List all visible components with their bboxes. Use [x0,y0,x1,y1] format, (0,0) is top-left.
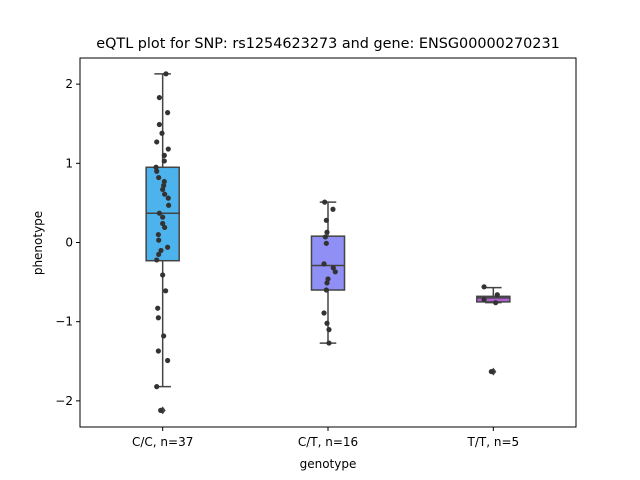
data-point [156,210,162,216]
data-point [481,296,487,303]
y-axis-label: phenotype [31,211,45,275]
data-point [156,237,162,243]
x-axis-label: genotype [300,457,357,471]
y-tick-label: −2 [55,394,73,408]
data-point [161,182,167,189]
data-point [154,257,160,263]
x-tick-label: T/T, n=5 [467,435,520,449]
data-point [158,247,164,254]
data-point [159,130,165,136]
box-group [145,71,180,415]
data-point [165,110,171,116]
data-point [326,327,332,333]
data-point [160,214,166,220]
data-point [324,229,330,235]
data-point [155,231,161,238]
data-point [161,333,167,339]
data-point [493,300,499,306]
data-point [162,224,168,231]
data-point [156,94,162,101]
data-point [323,217,329,223]
data-point [160,272,166,278]
data-point [161,158,167,164]
data-point [154,168,160,174]
box-group [476,284,511,376]
data-point [156,121,162,128]
y-tick-label: 0 [65,236,73,250]
data-point [488,368,494,375]
data-point [324,280,330,286]
data-point [322,234,328,240]
data-point [165,357,171,364]
y-axis: −2 −1 0 1 2 [55,77,80,408]
data-point [160,186,166,193]
data-point [166,202,172,208]
data-point [156,174,162,181]
data-point [161,152,167,158]
data-point [155,315,161,321]
data-point [330,265,336,271]
data-point [481,284,487,290]
data-point [165,244,171,250]
data-point [161,178,167,185]
data-point [325,276,331,282]
y-tick-label: 2 [65,77,73,91]
data-point [323,240,329,246]
data-point [165,195,171,201]
data-point [153,164,159,170]
data-point [321,310,327,316]
data-point [155,305,161,311]
data-point [326,340,332,346]
chart-title: eQTL plot for SNP: rs1254623273 and gene… [96,36,560,52]
data-point [155,348,161,354]
data-point [324,320,330,326]
data-point [322,199,328,205]
data-point [330,206,336,212]
data-point [165,146,171,152]
data-point [154,384,160,390]
data-point [154,139,160,145]
data-point [160,220,166,227]
data-point [494,292,500,298]
y-tick-label: −1 [55,315,73,329]
data-point [163,71,169,77]
x-tick-label: C/T, n=16 [298,435,358,449]
data-point [323,287,329,293]
data-point [162,191,168,197]
data-point [163,288,169,294]
x-tick-label: C/C, n=37 [132,435,193,449]
plot-area [145,71,511,415]
data-point [158,407,164,413]
data-point [321,261,327,267]
box-group [310,199,346,346]
y-tick-label: 1 [65,156,73,170]
x-axis: C/C, n=37 C/T, n=16 T/T, n=5 [132,427,519,449]
data-point [332,269,338,275]
data-point [156,251,162,257]
